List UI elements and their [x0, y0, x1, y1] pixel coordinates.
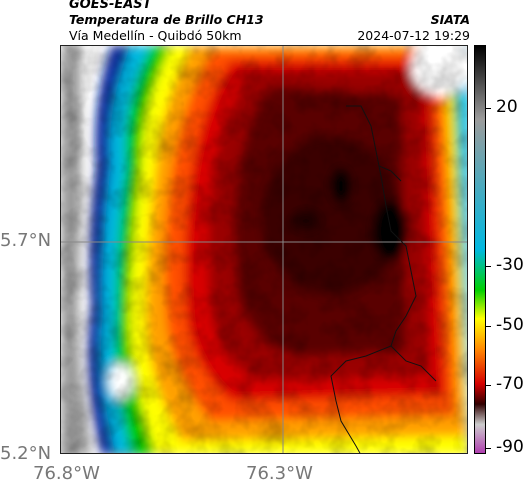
colorbar: [474, 45, 486, 454]
colorbar-tick: [486, 326, 491, 327]
department-border: [330, 105, 417, 453]
satellite-name: GOES-EAST: [69, 0, 152, 12]
colorbar-tick: [486, 385, 491, 386]
colorbar-label: -30: [496, 255, 524, 275]
colorbar-label: 20: [496, 97, 518, 117]
river-line: [378, 165, 402, 182]
colorbar-tick: [486, 266, 491, 267]
longitude-label: 76.3°W: [246, 463, 313, 484]
organization-label: SIATA: [430, 12, 470, 27]
municipality-border: [390, 345, 437, 382]
brightness-temperature-map: [60, 45, 468, 454]
latitude-label: 5.7°N: [0, 230, 52, 251]
colorbar-label: -70: [496, 374, 524, 394]
region-subtitle: Vía Medellín - Quibdó 50km: [69, 28, 242, 43]
colorbar-tick: [486, 448, 491, 449]
colorbar-label: -90: [496, 437, 524, 457]
latitude-label: 5.2°N: [0, 443, 52, 464]
colorbar-label: -50: [496, 315, 524, 335]
datetime-label: 2024-07-12 19:29: [357, 28, 470, 43]
longitude-label: 76.8°W: [33, 463, 100, 484]
colorbar-tick: [486, 108, 491, 109]
product-title: Temperatura de Brillo CH13: [69, 12, 264, 27]
map-image: [61, 46, 467, 453]
